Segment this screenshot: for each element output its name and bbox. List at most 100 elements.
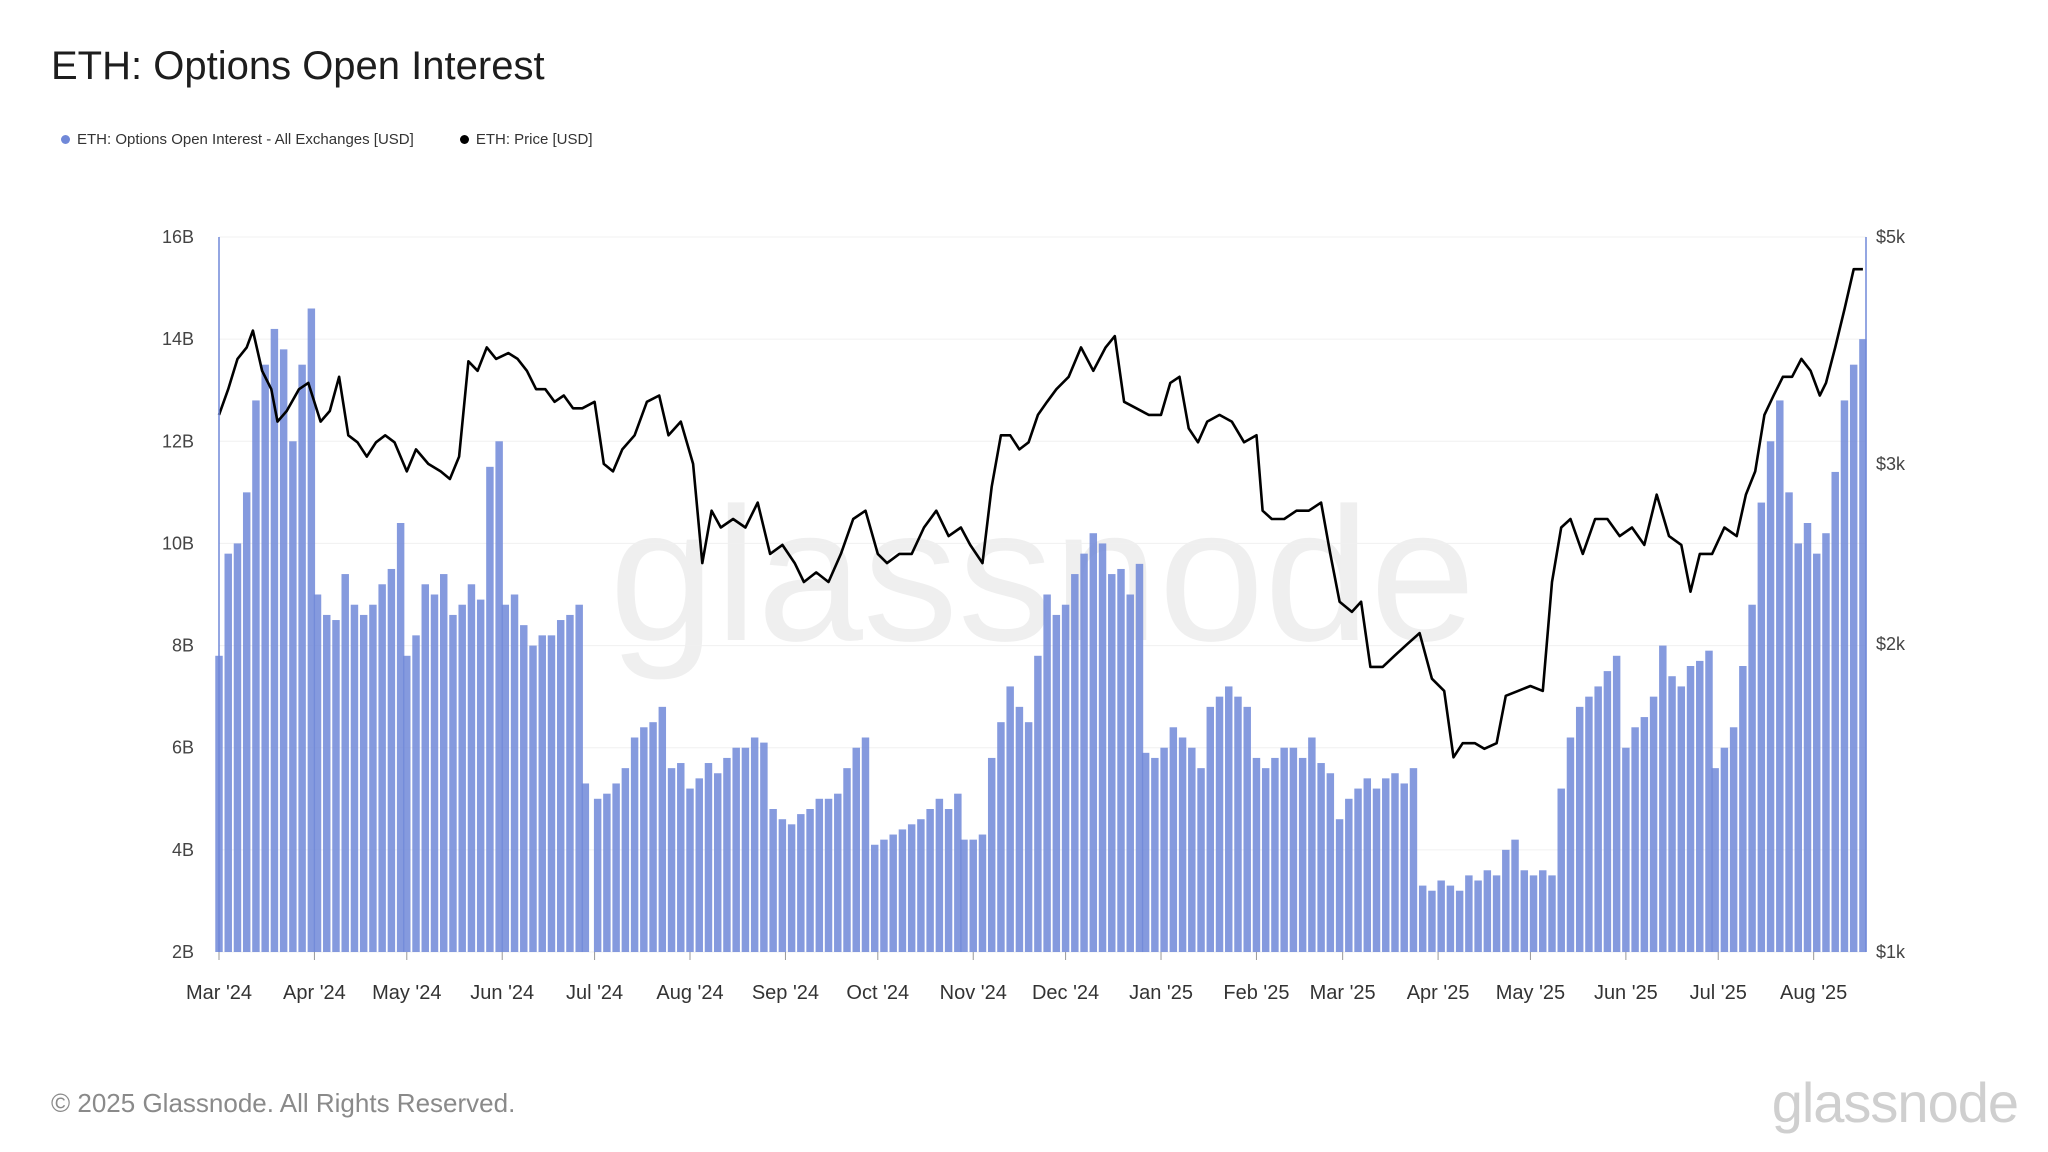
- y-left-tick-label: 2B: [172, 942, 194, 962]
- open-interest-bar: [1197, 768, 1205, 952]
- x-tick-label: Jul '25: [1690, 982, 1747, 1004]
- open-interest-bar: [1271, 757, 1279, 952]
- open-interest-bar: [954, 793, 962, 952]
- open-interest-bar: [806, 809, 814, 952]
- open-interest-bar: [1748, 604, 1756, 952]
- open-interest-bar: [332, 620, 340, 952]
- open-interest-bar: [1849, 364, 1858, 952]
- x-tick-label: Aug '24: [656, 982, 723, 1004]
- open-interest-bar: [1418, 885, 1427, 952]
- y-right-tick-label: $1k: [1876, 942, 1906, 962]
- open-interest-bar: [270, 328, 279, 952]
- open-interest-bar: [430, 594, 439, 952]
- x-tick-label: Nov '24: [940, 982, 1007, 1004]
- open-interest-bar: [1126, 594, 1134, 952]
- legend-item-price[interactable]: ETH: Price [USD]: [459, 131, 593, 148]
- y-left-tick-label: 10B: [162, 533, 194, 553]
- y-left-tick-label: 16B: [162, 227, 194, 247]
- open-interest-bar: [350, 604, 359, 952]
- open-interest-bar: [1529, 875, 1538, 952]
- open-interest-bar: [387, 568, 396, 952]
- open-interest-bar: [843, 768, 851, 952]
- watermark-text: glassnode: [609, 469, 1475, 681]
- open-interest-bar: [341, 574, 349, 952]
- open-interest-bar: [1437, 880, 1445, 952]
- y-right-tick-label: $5k: [1876, 227, 1906, 247]
- x-tick-label: May '24: [372, 982, 441, 1004]
- open-interest-bar: [907, 824, 916, 952]
- open-interest-bar: [529, 645, 537, 952]
- open-interest-bar: [501, 604, 510, 952]
- open-interest-bar: [313, 594, 322, 952]
- x-tick-label: Mar '24: [186, 982, 252, 1004]
- open-interest-bar: [369, 604, 377, 952]
- x-tick-label: Feb '25: [1223, 982, 1289, 1004]
- open-interest-bar: [1006, 686, 1014, 952]
- open-interest-bar: [1483, 870, 1492, 952]
- open-interest-bar: [1668, 676, 1676, 952]
- open-interest-bar: [359, 614, 368, 952]
- open-interest-bar: [1234, 696, 1242, 952]
- open-interest-bar: [1757, 502, 1766, 952]
- open-interest-bar: [233, 543, 242, 952]
- open-interest-bar: [603, 793, 611, 952]
- open-interest-bar: [1603, 671, 1612, 952]
- open-interest-bar: [1326, 773, 1335, 952]
- open-interest-bar: [969, 839, 977, 952]
- open-interest-bar: [750, 737, 759, 952]
- open-interest-bar: [861, 737, 870, 952]
- open-interest-bar: [1776, 400, 1784, 952]
- price-line: [217, 267, 1863, 759]
- open-interest-bar: [640, 727, 648, 952]
- open-interest-bar: [403, 655, 411, 952]
- open-interest-bar: [926, 809, 934, 952]
- open-interest-bar: [242, 492, 251, 952]
- open-interest-bar: [458, 604, 466, 952]
- open-interest-bar: [695, 778, 703, 952]
- open-interest-bar: [323, 614, 331, 952]
- open-interest-bar: [495, 441, 503, 952]
- open-interest-bar: [1612, 655, 1621, 952]
- open-interest-bar: [289, 441, 297, 952]
- x-tick-label: Sep '24: [752, 982, 819, 1004]
- open-interest-bar: [1622, 747, 1630, 952]
- open-interest-bar: [1080, 553, 1088, 952]
- open-interest-bar: [987, 757, 996, 952]
- chart-watermark: glassnode: [609, 469, 1475, 681]
- x-tick-label: Dec '24: [1032, 982, 1099, 1004]
- open-interest-bar: [510, 594, 519, 952]
- open-interest-bar: [421, 584, 429, 952]
- x-tick-label: Jun '25: [1594, 982, 1658, 1004]
- open-interest-bar: [593, 798, 602, 952]
- open-interest-bar: [307, 308, 316, 952]
- open-interest-bar: [1677, 686, 1686, 952]
- open-interest-bar: [1739, 666, 1747, 952]
- open-interest-bar: [581, 783, 590, 952]
- open-interest-bar: [261, 364, 269, 952]
- open-interest-bar: [787, 824, 796, 952]
- y-left-tick-label: 4B: [172, 840, 194, 860]
- open-interest-bar: [1345, 798, 1353, 952]
- open-interest-bar: [1594, 686, 1602, 952]
- open-interest-bar: [1280, 747, 1288, 952]
- open-interest-bar: [1492, 875, 1501, 952]
- open-interest-bar: [686, 788, 694, 952]
- open-interest-bar: [1169, 727, 1178, 952]
- open-interest-bar: [1061, 604, 1070, 952]
- open-interest-bar: [566, 614, 574, 952]
- open-interest-bar: [252, 400, 260, 952]
- open-interest-bar: [1711, 768, 1719, 952]
- open-interest-bar: [1428, 890, 1436, 952]
- open-interest-bar: [224, 553, 232, 952]
- legend-item-open-interest[interactable]: ETH: Options Open Interest - All Exchang…: [61, 131, 414, 148]
- open-interest-bar: [1575, 706, 1584, 952]
- open-interest-bar: [960, 839, 968, 952]
- open-interest-bar: [769, 809, 777, 952]
- open-interest-bar: [1043, 594, 1051, 952]
- open-interest-bar: [1813, 553, 1821, 952]
- price-line-path: [217, 267, 1863, 759]
- open-interest-bar: [486, 466, 494, 952]
- open-interest-bar: [1539, 870, 1547, 952]
- x-tick-label: Mar '25: [1310, 982, 1376, 1004]
